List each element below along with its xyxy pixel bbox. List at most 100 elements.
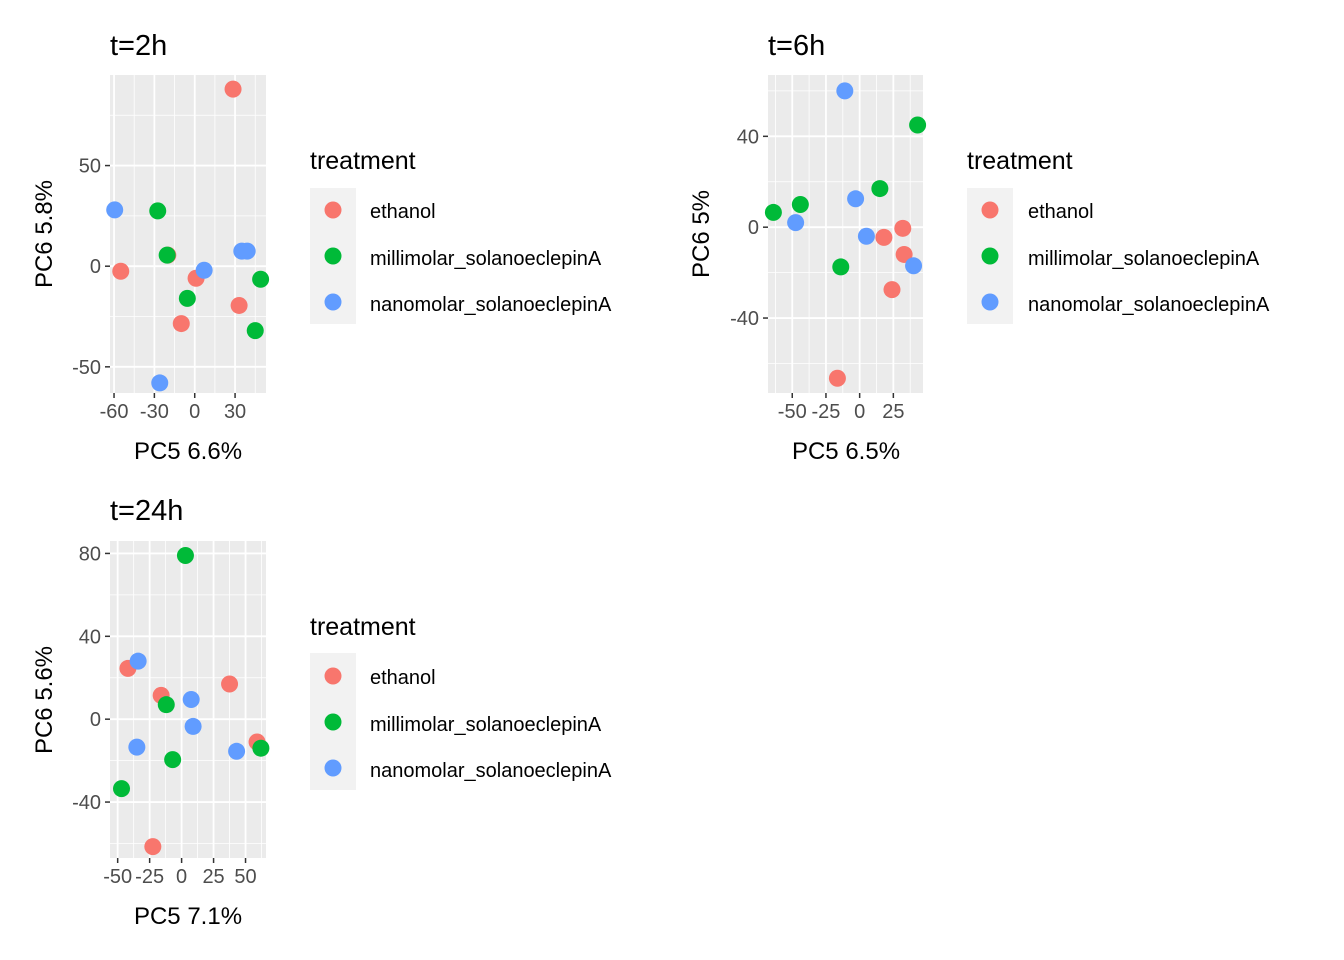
y-tick-label: 0	[748, 217, 759, 239]
x-axis-label: PC5 7.1%	[134, 903, 242, 930]
y-tick-label: 80	[79, 543, 101, 565]
y-tick-label: -50	[72, 357, 101, 379]
point-nanomolar	[238, 242, 256, 260]
point-ethanol	[883, 281, 901, 299]
y-tick-label: 0	[90, 256, 101, 278]
point-millimolar	[176, 547, 194, 565]
y-axis-ticks: -40 0 40 80	[72, 543, 110, 814]
legend-title: treatment	[310, 147, 416, 175]
point-millimolar	[158, 246, 176, 264]
legend-label-millimolar: millimolar_solanoeclepinA	[370, 714, 602, 736]
grid-lines	[110, 541, 266, 858]
y-axis-label: PC6 5%	[688, 190, 715, 278]
legend-key-nanomolar	[981, 293, 999, 311]
data-points	[113, 547, 270, 856]
plot-background	[110, 75, 266, 393]
legend-label-nanomolar: nanomolar_solanoeclepinA	[370, 294, 612, 316]
legend-key-millimolar	[981, 247, 999, 265]
x-tick-label: -50	[103, 866, 132, 888]
point-millimolar	[252, 739, 270, 757]
legend-key-ethanol	[324, 667, 342, 685]
x-axis-label: PC5 6.5%	[792, 438, 900, 465]
y-axis-ticks: -40 0 40	[730, 126, 768, 330]
point-nanomolar	[129, 652, 147, 670]
grid-lines	[110, 75, 266, 393]
legend-title: treatment	[310, 613, 416, 641]
x-tick-label: 0	[854, 401, 865, 423]
x-tick-label: 30	[224, 401, 246, 423]
point-nanomolar	[836, 82, 854, 100]
point-millimolar	[113, 780, 131, 798]
legend-label-millimolar: millimolar_solanoeclepinA	[1028, 248, 1260, 270]
y-tick-label: 40	[79, 626, 101, 648]
point-nanomolar	[228, 742, 246, 760]
panel-t24h: t=24h -50 -25 0 25 50 -40 0 40 80 PC5 7.1% PC6 …	[31, 495, 270, 930]
x-axis-ticks: -50 -25 0 25 50	[103, 858, 257, 888]
y-axis-label: PC6 5.6%	[31, 646, 58, 754]
point-ethanol	[875, 228, 893, 246]
point-millimolar	[157, 696, 175, 714]
point-ethanol	[112, 262, 130, 280]
y-tick-label: 50	[79, 156, 101, 178]
point-millimolar	[832, 258, 850, 276]
x-tick-label: -25	[812, 401, 841, 423]
point-ethanol	[894, 219, 912, 237]
legend-label-nanomolar: nanomolar_solanoeclepinA	[1028, 294, 1270, 316]
point-nanomolar	[905, 257, 923, 275]
panel-t2h: t=2h -60 -30 0 30 -50 0 50 PC5 6.6% PC6 5.8%	[31, 30, 270, 465]
point-millimolar	[149, 202, 167, 220]
point-nanomolar	[106, 201, 124, 219]
legend-label-nanomolar: nanomolar_solanoeclepinA	[370, 760, 612, 782]
point-nanomolar	[787, 214, 805, 232]
y-axis-ticks: -50 0 50	[72, 156, 110, 379]
point-millimolar	[252, 270, 270, 288]
x-tick-label: 0	[189, 401, 200, 423]
point-millimolar	[164, 751, 182, 769]
x-tick-label: 25	[202, 866, 224, 888]
panel-title: t=2h	[110, 30, 167, 62]
point-nanomolar	[184, 717, 202, 735]
legend-key-ethanol	[324, 201, 342, 219]
legend-key-nanomolar	[324, 759, 342, 777]
point-millimolar	[871, 180, 889, 198]
legend-title: treatment	[967, 147, 1073, 175]
legend-key-ethanol	[981, 201, 999, 219]
point-millimolar	[791, 195, 809, 213]
point-nanomolar	[857, 227, 875, 245]
legend-label-ethanol: ethanol	[370, 201, 436, 223]
y-tick-label: 0	[90, 709, 101, 731]
y-tick-label: 40	[737, 126, 759, 148]
x-tick-label: 50	[234, 866, 256, 888]
point-ethanol	[172, 315, 190, 333]
point-nanomolar	[128, 738, 146, 756]
point-millimolar	[764, 203, 782, 221]
point-ethanol	[144, 838, 162, 856]
point-millimolar	[909, 116, 927, 134]
y-tick-label: -40	[72, 792, 101, 814]
legend-t6h: treatment ethanol millimolar_solanoeclep…	[967, 147, 1270, 324]
x-axis-label: PC5 6.6%	[134, 438, 242, 465]
panel-title: t=24h	[110, 495, 183, 527]
point-nanomolar	[182, 691, 200, 708]
x-tick-label: -25	[135, 866, 164, 888]
point-nanomolar	[847, 190, 865, 208]
point-ethanol	[221, 675, 239, 693]
point-ethanol	[230, 296, 248, 314]
legend-label-ethanol: ethanol	[1028, 201, 1094, 223]
legend-key-nanomolar	[324, 293, 342, 311]
x-tick-label: 25	[882, 401, 904, 423]
panel-t6h: t=6h -50 -25 0 25 -40 0 40 PC5 6.5% PC6 5%	[688, 30, 927, 465]
point-ethanol	[224, 80, 242, 98]
panel-title: t=6h	[768, 30, 825, 62]
legend-label-millimolar: millimolar_solanoeclepinA	[370, 248, 602, 270]
y-axis-label: PC6 5.8%	[31, 180, 58, 288]
data-points	[106, 80, 270, 392]
point-millimolar	[246, 322, 264, 340]
y-tick-label: -40	[730, 308, 759, 330]
point-nanomolar	[151, 374, 169, 392]
legend-t2h: treatment ethanol millimolar_solanoeclep…	[310, 147, 612, 324]
x-tick-label: 0	[176, 866, 187, 888]
data-points	[764, 82, 927, 387]
point-ethanol	[895, 245, 913, 263]
